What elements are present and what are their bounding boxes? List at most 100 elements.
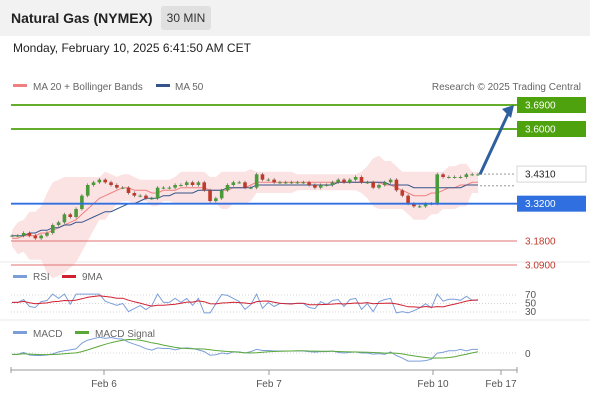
candle-body bbox=[50, 225, 55, 233]
candle-body bbox=[173, 185, 177, 188]
candle-body bbox=[470, 174, 474, 176]
candle-body bbox=[150, 198, 154, 200]
price-levels: 3.6900 3.6000 3.4310 3.3200 3.1800 3.0900 bbox=[11, 97, 587, 272]
candle-body bbox=[231, 182, 236, 185]
candle-body bbox=[68, 214, 73, 217]
candle-body bbox=[27, 233, 32, 236]
x-tick-label: Feb 17 bbox=[485, 379, 517, 390]
candle-body bbox=[359, 177, 364, 183]
candle-body bbox=[132, 193, 137, 196]
candle-body bbox=[318, 185, 323, 188]
candle-body bbox=[56, 222, 61, 225]
candle-body bbox=[80, 195, 84, 209]
candle-body bbox=[16, 235, 20, 237]
instrument-title: Natural Gas (NYMEX) bbox=[11, 10, 153, 26]
candle-body bbox=[336, 179, 340, 183]
candle-body bbox=[324, 185, 329, 186]
candle-body bbox=[260, 174, 265, 180]
price-plot bbox=[10, 155, 480, 279]
macd-signal-legend-label: MACD Signal bbox=[95, 329, 155, 340]
candle-body bbox=[289, 182, 294, 184]
x-tick-label: Feb 6 bbox=[91, 379, 117, 390]
candle-body bbox=[39, 235, 43, 239]
candle-body bbox=[278, 182, 282, 184]
candle-body bbox=[452, 177, 457, 178]
candle-body bbox=[208, 190, 212, 201]
candle-body bbox=[383, 182, 387, 185]
candle-body bbox=[74, 209, 78, 217]
rsi-level-label-50: 50 bbox=[525, 299, 537, 310]
rsi-ma-line bbox=[12, 295, 479, 308]
candle-body bbox=[266, 179, 271, 181]
candle-body bbox=[353, 177, 358, 180]
ma20-legend-swatch bbox=[13, 84, 27, 87]
macd-signal-line bbox=[12, 338, 479, 359]
candle-body bbox=[33, 235, 38, 239]
candle-body bbox=[458, 177, 463, 178]
level-label-box bbox=[517, 121, 586, 137]
candle-body bbox=[272, 179, 276, 183]
candle-body bbox=[417, 206, 422, 208]
candle-body bbox=[342, 179, 346, 183]
x-tick-label: Feb 10 bbox=[417, 379, 449, 390]
candle-body bbox=[45, 233, 49, 236]
candle-body bbox=[295, 182, 300, 184]
timeframe-badge[interactable]: 30 MIN bbox=[161, 6, 211, 30]
rsi-ma-legend-swatch bbox=[62, 275, 76, 278]
candle-body bbox=[161, 187, 166, 189]
candle-body bbox=[441, 174, 445, 177]
candle-body bbox=[10, 235, 14, 237]
ma50-legend-swatch bbox=[156, 84, 170, 87]
rsi-level-label-30: 30 bbox=[525, 307, 537, 318]
candle-body bbox=[85, 185, 90, 196]
candle-body bbox=[190, 182, 195, 185]
candle-body bbox=[144, 195, 148, 199]
candle-body bbox=[307, 182, 311, 185]
x-tick-label: Feb 7 bbox=[256, 379, 282, 390]
rsi-level-label-70: 70 bbox=[525, 290, 537, 301]
rsi-ma-legend-label: 9MA bbox=[82, 272, 103, 283]
candle-body bbox=[126, 187, 131, 193]
candle-body bbox=[103, 179, 107, 183]
candle-body bbox=[120, 187, 125, 189]
projection-arrowhead bbox=[502, 105, 514, 118]
candle-body bbox=[283, 182, 288, 184]
candle-body bbox=[196, 182, 201, 185]
candle-body bbox=[435, 174, 440, 204]
candle-body bbox=[313, 185, 317, 188]
level-label-3.6000: 3.6000 bbox=[525, 125, 556, 136]
candle-body bbox=[62, 214, 67, 223]
candle-body bbox=[109, 182, 113, 185]
candle-body bbox=[115, 185, 119, 188]
candle-body bbox=[388, 179, 393, 183]
candle-body bbox=[371, 182, 375, 188]
candle-body bbox=[97, 179, 102, 183]
candle-body bbox=[377, 185, 381, 188]
candle-body bbox=[400, 190, 405, 196]
x-axis: Feb 6 Feb 7 Feb 10 Feb 17 bbox=[10, 367, 518, 390]
macd-signal-legend-swatch bbox=[75, 331, 89, 334]
rsi-legend-label: RSI bbox=[33, 272, 50, 283]
rsi-legend-swatch bbox=[13, 275, 27, 278]
timestamp: Monday, February 10, 2025 6:41:50 AM CET bbox=[13, 41, 251, 55]
macd-legend-label: MACD bbox=[33, 329, 62, 340]
level-label-3.4310: 3.4310 bbox=[525, 170, 556, 181]
candle-body bbox=[254, 174, 259, 188]
candle-body bbox=[184, 182, 189, 185]
macd-legend-swatch bbox=[13, 331, 27, 334]
ma50-legend-label: MA 50 bbox=[175, 82, 204, 93]
level-label-3.6900: 3.6900 bbox=[525, 101, 556, 112]
candle-body bbox=[21, 233, 26, 236]
candle-body bbox=[412, 203, 416, 207]
candle-body bbox=[202, 182, 207, 191]
candle-body bbox=[301, 182, 306, 184]
level-label-box bbox=[516, 165, 587, 183]
candle-body bbox=[394, 179, 399, 191]
candle-body bbox=[219, 190, 224, 199]
macd-line bbox=[12, 336, 478, 362]
candle-body bbox=[249, 187, 253, 189]
candle-body bbox=[423, 203, 428, 207]
candle-body bbox=[225, 185, 230, 191]
candle-body bbox=[214, 198, 218, 201]
